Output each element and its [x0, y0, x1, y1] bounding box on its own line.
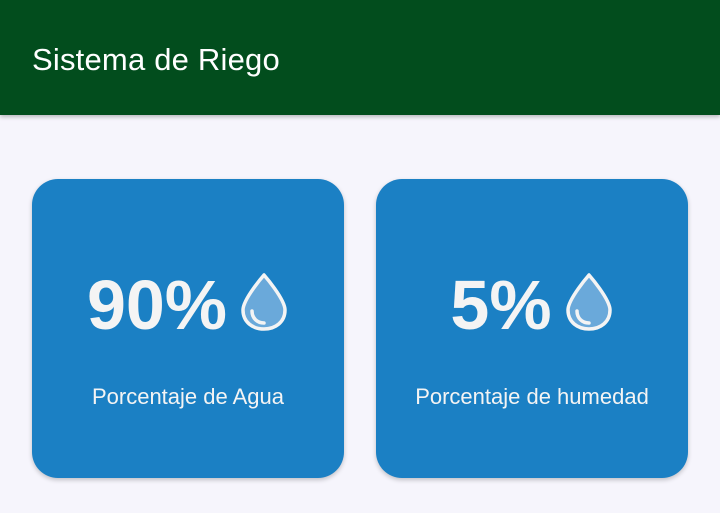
humidity-percentage-value: 5%	[450, 266, 552, 344]
humidity-percentage-label: Porcentaje de humedad	[415, 384, 649, 409]
water-percentage-label: Porcentaje de Agua	[91, 384, 285, 409]
water-drop-icon	[241, 273, 287, 331]
humidity-value-row: 5%	[376, 267, 688, 343]
app-title: Sistema de Riego	[32, 42, 280, 77]
water-drop-icon	[565, 273, 612, 331]
water-percentage-value: 90%	[86, 266, 228, 344]
humidity-percentage-card: 5% Porcentaje de humedad	[376, 179, 688, 478]
app-bar: Sistema de Riego	[0, 0, 720, 115]
water-value-row: 90%	[32, 267, 344, 343]
water-percentage-card: 90% Porcentaje de Agua	[32, 179, 344, 478]
